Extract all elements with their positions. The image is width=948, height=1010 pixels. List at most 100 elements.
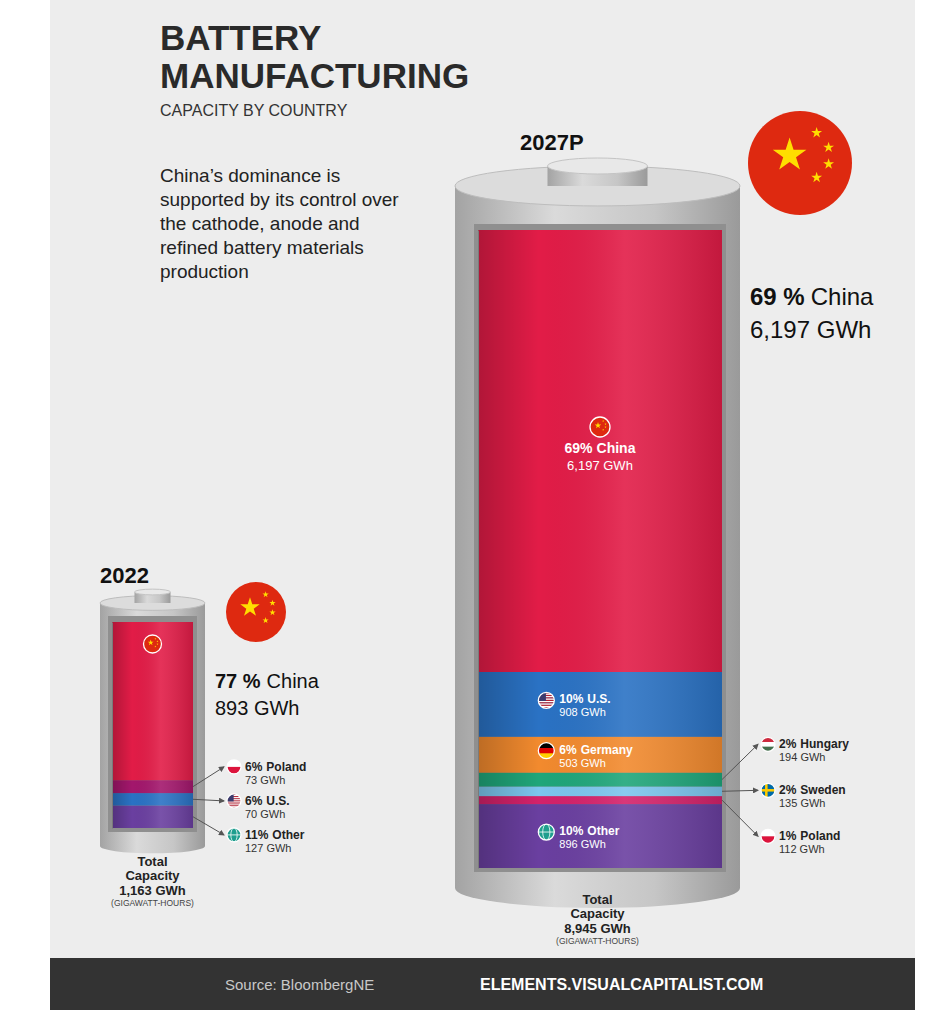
data-label-value: 70 GWh: [245, 808, 285, 820]
callout: 77 %China: [215, 670, 320, 692]
source: Source: BloombergNE: [225, 976, 374, 993]
callout-name: China: [811, 283, 874, 310]
flag: [748, 111, 852, 215]
segment: [112, 806, 193, 828]
data-label: 10%Other: [559, 824, 619, 838]
flag-star: [811, 172, 822, 182]
flag-star: [602, 429, 604, 431]
flag-band: [761, 836, 775, 843]
flag-band: [144, 635, 162, 653]
battery-cavity: [108, 616, 197, 832]
total-title-line: Capacity: [570, 906, 625, 921]
data-label-share: 1%: [779, 829, 797, 843]
note: China’s dominance is supported by its con…: [160, 165, 399, 282]
data-label-value: 112 GWh: [779, 843, 825, 855]
segment: [112, 622, 193, 780]
segment-labels: 6%Poland73 GWh6%U.S.70 GWh11%Other127 GW…: [144, 635, 307, 854]
total-title-line: Capacity: [125, 868, 180, 883]
note-line: China’s dominance is: [160, 165, 340, 186]
data-label-name: China: [597, 440, 636, 456]
panel: [50, 0, 915, 958]
segment: [478, 672, 722, 737]
data-label-value: 194 GWh: [779, 751, 825, 763]
battery-body: [455, 186, 740, 888]
segment: [478, 737, 722, 773]
infographic: BATTERYMANUFACTURINGCAPACITY BY COUNTRYC…: [0, 0, 948, 1010]
leader-line: [722, 790, 758, 792]
data-label-share: 2%: [779, 737, 797, 751]
segment: [112, 793, 193, 805]
total-title: TotalCapacity: [125, 854, 180, 883]
flag: [144, 635, 162, 653]
flag: [538, 743, 554, 759]
flag-band: [226, 582, 286, 642]
flag-star: [269, 609, 275, 615]
callout-value: 6,197 GWh: [750, 316, 871, 343]
callout: 69 %China: [750, 283, 874, 310]
data-label-value: 127 GWh: [245, 842, 291, 854]
data-label-value: 135 GWh: [779, 797, 825, 809]
flag: [227, 794, 241, 808]
leader-line: [722, 800, 758, 836]
flag-star: [823, 142, 834, 152]
leader-line: [193, 799, 224, 801]
total-unit: (GIGAWATT-HOURS): [556, 936, 639, 946]
flag-band: [590, 417, 610, 437]
flag-border: [590, 417, 610, 437]
flag-band: [761, 742, 775, 747]
data-label: 11%Other: [245, 828, 305, 842]
data-label: 6%U.S.: [245, 794, 290, 808]
segment: [112, 780, 193, 793]
data-label-value: 908 GWh: [559, 706, 605, 718]
flag-band: [761, 829, 775, 836]
y-axis-domain: [112, 623, 113, 829]
segments: [112, 622, 193, 828]
y-axis: [478, 231, 479, 869]
chart-title: 2022: [100, 563, 149, 588]
leader-line: [193, 817, 224, 835]
subtitle: CAPACITY BY COUNTRY: [160, 102, 348, 119]
flag-band: [538, 824, 554, 840]
flag-band: [227, 760, 241, 767]
y-axis-domain: [478, 231, 479, 869]
flag: [761, 783, 775, 797]
segment: [478, 773, 722, 787]
data-label-share: 2%: [779, 783, 797, 797]
battery-chart: 2027P10%Other896 GWh6%Germany503 GWh10%U…: [455, 111, 874, 946]
flag-band: [227, 767, 241, 774]
segment: [478, 804, 722, 868]
flag-star: [148, 640, 154, 646]
data-label-share: 10%: [559, 692, 583, 706]
flag-cross: [761, 789, 775, 792]
battery-cavity: [474, 224, 726, 872]
segment: [478, 786, 722, 796]
data-label-name: U.S.: [587, 692, 610, 706]
flag: [538, 824, 554, 840]
data-label-value: 503 GWh: [559, 757, 605, 769]
fill-shade: [478, 230, 722, 868]
total-value: 1,163 GWh: [119, 883, 186, 898]
total: TotalCapacity1,163 GWh(GIGAWATT-HOURS): [111, 854, 194, 908]
total-unit: (GIGAWATT-HOURS): [111, 898, 194, 908]
flag-star: [773, 138, 807, 170]
data-label-name: Other: [272, 828, 304, 842]
fill-shade: [112, 622, 193, 828]
flag-star: [604, 426, 606, 428]
data-label-share: 69%: [565, 440, 594, 456]
flag-star: [604, 423, 606, 425]
flag-border: [227, 794, 241, 808]
flag-star: [823, 158, 834, 168]
battery-cap-top: [548, 158, 648, 174]
flag-border: [538, 692, 554, 708]
total-title-line: Total: [137, 854, 167, 869]
note-line: supported by its control over: [160, 189, 399, 210]
data-label-share: 6%: [559, 743, 577, 757]
total-value: 8,945 GWh: [564, 921, 631, 936]
flag-border: [761, 737, 775, 751]
battery-cap-top: [135, 589, 171, 595]
note-line: refined battery materials: [160, 237, 364, 258]
battery-chart: 20226%Poland73 GWh6%U.S.70 GWh11%Other12…: [100, 563, 320, 908]
title-line: BATTERY: [160, 18, 321, 57]
flag-star: [602, 420, 604, 422]
flag-star: [262, 591, 268, 597]
